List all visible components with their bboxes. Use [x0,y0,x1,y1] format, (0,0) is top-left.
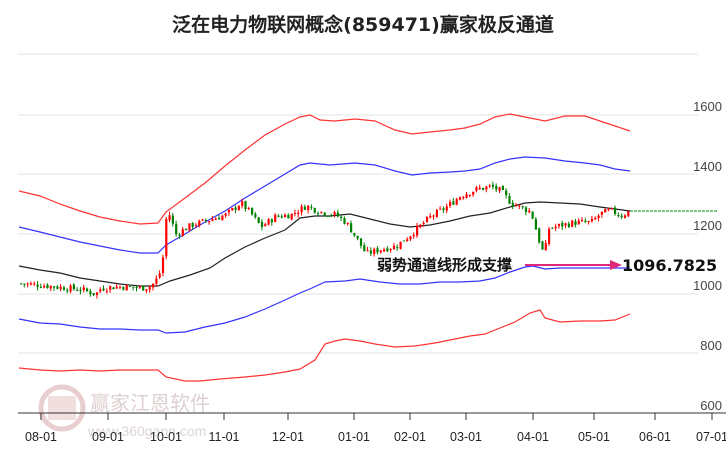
y-axis: 1600 1400 1200 1000 800 600 [693,99,722,413]
y-tick-1200: 1200 [693,218,722,233]
x-tick: 06-01 [639,430,671,444]
x-tick: 02-01 [394,430,426,444]
arrow-right-icon [610,260,622,270]
candlesticks [20,181,630,299]
y-tick-1600: 1600 [693,99,722,114]
upper-outer-band [18,113,631,225]
x-tick: 09-01 [92,430,124,444]
x-tick: 11-01 [208,430,239,444]
support-value: 1096.7825 [622,256,717,275]
watermark-logo-icon [38,384,86,432]
x-tick: 04-01 [517,430,549,444]
x-tick: 12-01 [272,430,304,444]
x-tick: 07-01 [696,430,726,444]
y-tick-600: 600 [700,398,722,413]
lower-inner-band [18,265,630,334]
gridlines [18,53,698,354]
x-tick: 01-01 [338,430,370,444]
channel-bands [18,113,631,382]
watermark-url: www.360gann.com [87,423,206,439]
x-tick: 05-01 [578,430,610,444]
watermark: 赢家江恩软件 www.360gann.com [38,384,210,439]
x-tick: 08-01 [25,430,57,444]
chart-title: 泛在电力物联网概念(859471)赢家极反通道 [172,14,554,36]
x-axis: 08-01 09-01 10-01 11-01 12-01 01-01 02-0… [18,412,726,444]
annotation-label: 弱势通道线形成支撑 [377,256,512,274]
watermark-text: 赢家江恩软件 [90,391,210,415]
y-tick-1000: 1000 [693,278,722,293]
upper-inner-band [18,156,631,254]
x-tick: 03-01 [450,430,482,444]
x-tick: 10-01 [150,430,182,444]
lower-outer-band [18,309,631,382]
y-tick-1400: 1400 [693,159,722,174]
support-annotation: 弱势通道线形成支撑 1096.7825 [377,256,717,275]
y-tick-800: 800 [700,338,722,353]
